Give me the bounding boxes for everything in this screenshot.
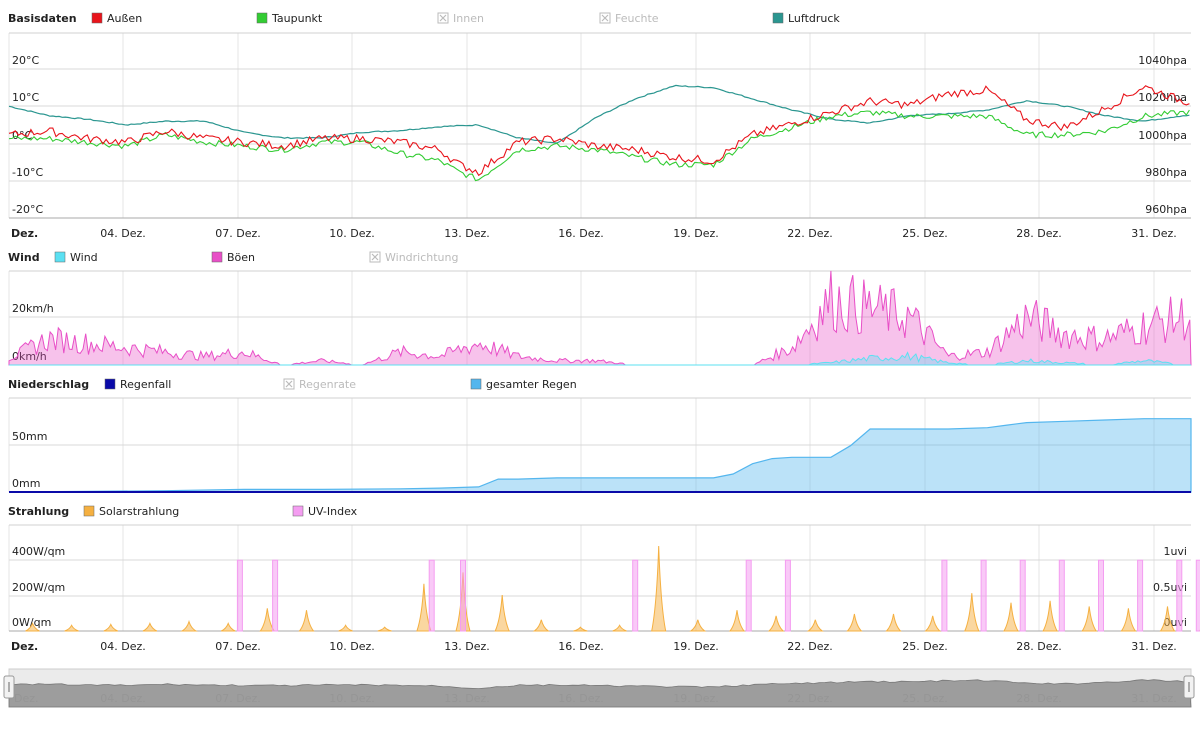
x-tick-label: 10. Dez. [329,227,375,240]
x-tick-label: 31. Dez. [1131,640,1177,653]
y-tick-right: 1uvi [1163,545,1187,558]
legend-label: Solarstrahlung [99,505,179,518]
plot-area [9,525,1191,631]
legend-swatch [105,379,115,389]
uv-bar [1059,560,1064,631]
uv-bar [633,560,638,631]
x-tick-label: 13. Dez. [444,640,490,653]
legend-label: UV-Index [308,505,358,518]
x-tick-label: 25. Dez. [902,227,948,240]
y-tick-right: 1040hpa [1138,54,1187,67]
x-tick-label: Dez. [11,640,38,653]
legend-label: Böen [227,251,255,264]
legend-swatch [92,13,102,23]
legend-item[interactable]: Windrichtung [370,251,458,264]
legend-item[interactable]: Feuchte [600,12,659,25]
legend-item[interactable]: Solarstrahlung [84,505,179,518]
panel-title: Niederschlag [8,378,89,391]
legend-label: Windrichtung [385,251,458,264]
x-tick-label: 22. Dez. [787,640,833,653]
legend-label: gesamter Regen [486,378,577,391]
x-tick-label: Dez. [11,227,38,240]
legend-item[interactable]: Wind [55,251,98,264]
legend-label: Feuchte [615,12,659,25]
legend-swatch [55,252,65,262]
legend-label: Wind [70,251,98,264]
uv-bar [461,560,466,631]
y-tick-left: 20°C [12,54,39,67]
y-tick-right: 1000hpa [1138,129,1187,142]
legend-item[interactable]: Böen [212,251,255,264]
x-tick-label: 16. Dez. [558,640,604,653]
x-tick-label: 19. Dez. [673,640,719,653]
y-tick-left: -20°C [12,203,43,216]
legend-label: Taupunkt [271,12,323,25]
legend-item[interactable]: gesamter Regen [471,378,577,391]
uv-bar [1196,560,1200,631]
legend-swatch [84,506,94,516]
uv-bar [785,560,790,631]
y-tick-left: 0mm [12,477,40,490]
legend-item[interactable]: Innen [438,12,484,25]
uv-bar [981,560,986,631]
legend-label: Innen [453,12,484,25]
uv-bar [942,560,947,631]
y-tick-right: 980hpa [1145,166,1187,179]
legend-label: Außen [107,12,142,25]
y-tick-left: 200W/qm [12,581,65,594]
x-tick-label: 04. Dez. [100,227,146,240]
panel-title: Basisdaten [8,12,77,25]
x-tick-label: 28. Dez. [1016,227,1062,240]
y-tick-left: 20km/h [12,302,54,315]
uv-bar [1020,560,1025,631]
navigator-handle-left[interactable] [4,676,14,698]
uv-bar [746,560,751,631]
uv-bar [237,560,242,631]
legend-item[interactable]: Regenrate [284,378,356,391]
legend-item[interactable]: UV-Index [293,505,358,518]
x-tick-label: 13. Dez. [444,227,490,240]
legend-swatch [293,506,303,516]
x-tick-label: 10. Dez. [329,640,375,653]
x-tick-label: 19. Dez. [673,227,719,240]
panel-title: Strahlung [8,505,69,518]
legend-swatch [257,13,267,23]
y-tick-left: 10°C [12,91,39,104]
y-tick-left: 400W/qm [12,545,65,558]
x-tick-label: 25. Dez. [902,640,948,653]
legend-item[interactable]: Regenfall [105,378,171,391]
x-tick-label: 16. Dez. [558,227,604,240]
legend-swatch [471,379,481,389]
x-tick-label: 07. Dez. [215,227,261,240]
legend-item[interactable]: Taupunkt [257,12,323,25]
y-tick-left: -10°C [12,166,43,179]
legend-swatch [212,252,222,262]
legend-item[interactable]: Luftdruck [773,12,840,25]
plot-area [9,33,1191,218]
legend-swatch [773,13,783,23]
legend-item[interactable]: Außen [92,12,142,25]
legend-label: Regenrate [299,378,356,391]
uv-bar [429,560,434,631]
uv-bar [273,560,278,631]
uv-bar [1138,560,1143,631]
legend-label: Regenfall [120,378,171,391]
uv-bar [1177,560,1182,631]
x-tick-label: 31. Dez. [1131,227,1177,240]
y-tick-left: 50mm [12,430,47,443]
uv-bar [1099,560,1104,631]
panel-title: Wind [8,251,40,264]
x-tick-label: 28. Dez. [1016,640,1062,653]
x-tick-label: 07. Dez. [215,640,261,653]
navigator-handle-right[interactable] [1184,676,1194,698]
x-tick-label: 22. Dez. [787,227,833,240]
legend-label: Luftdruck [788,12,840,25]
y-tick-right: 960hpa [1145,203,1187,216]
x-tick-label: 04. Dez. [100,640,146,653]
